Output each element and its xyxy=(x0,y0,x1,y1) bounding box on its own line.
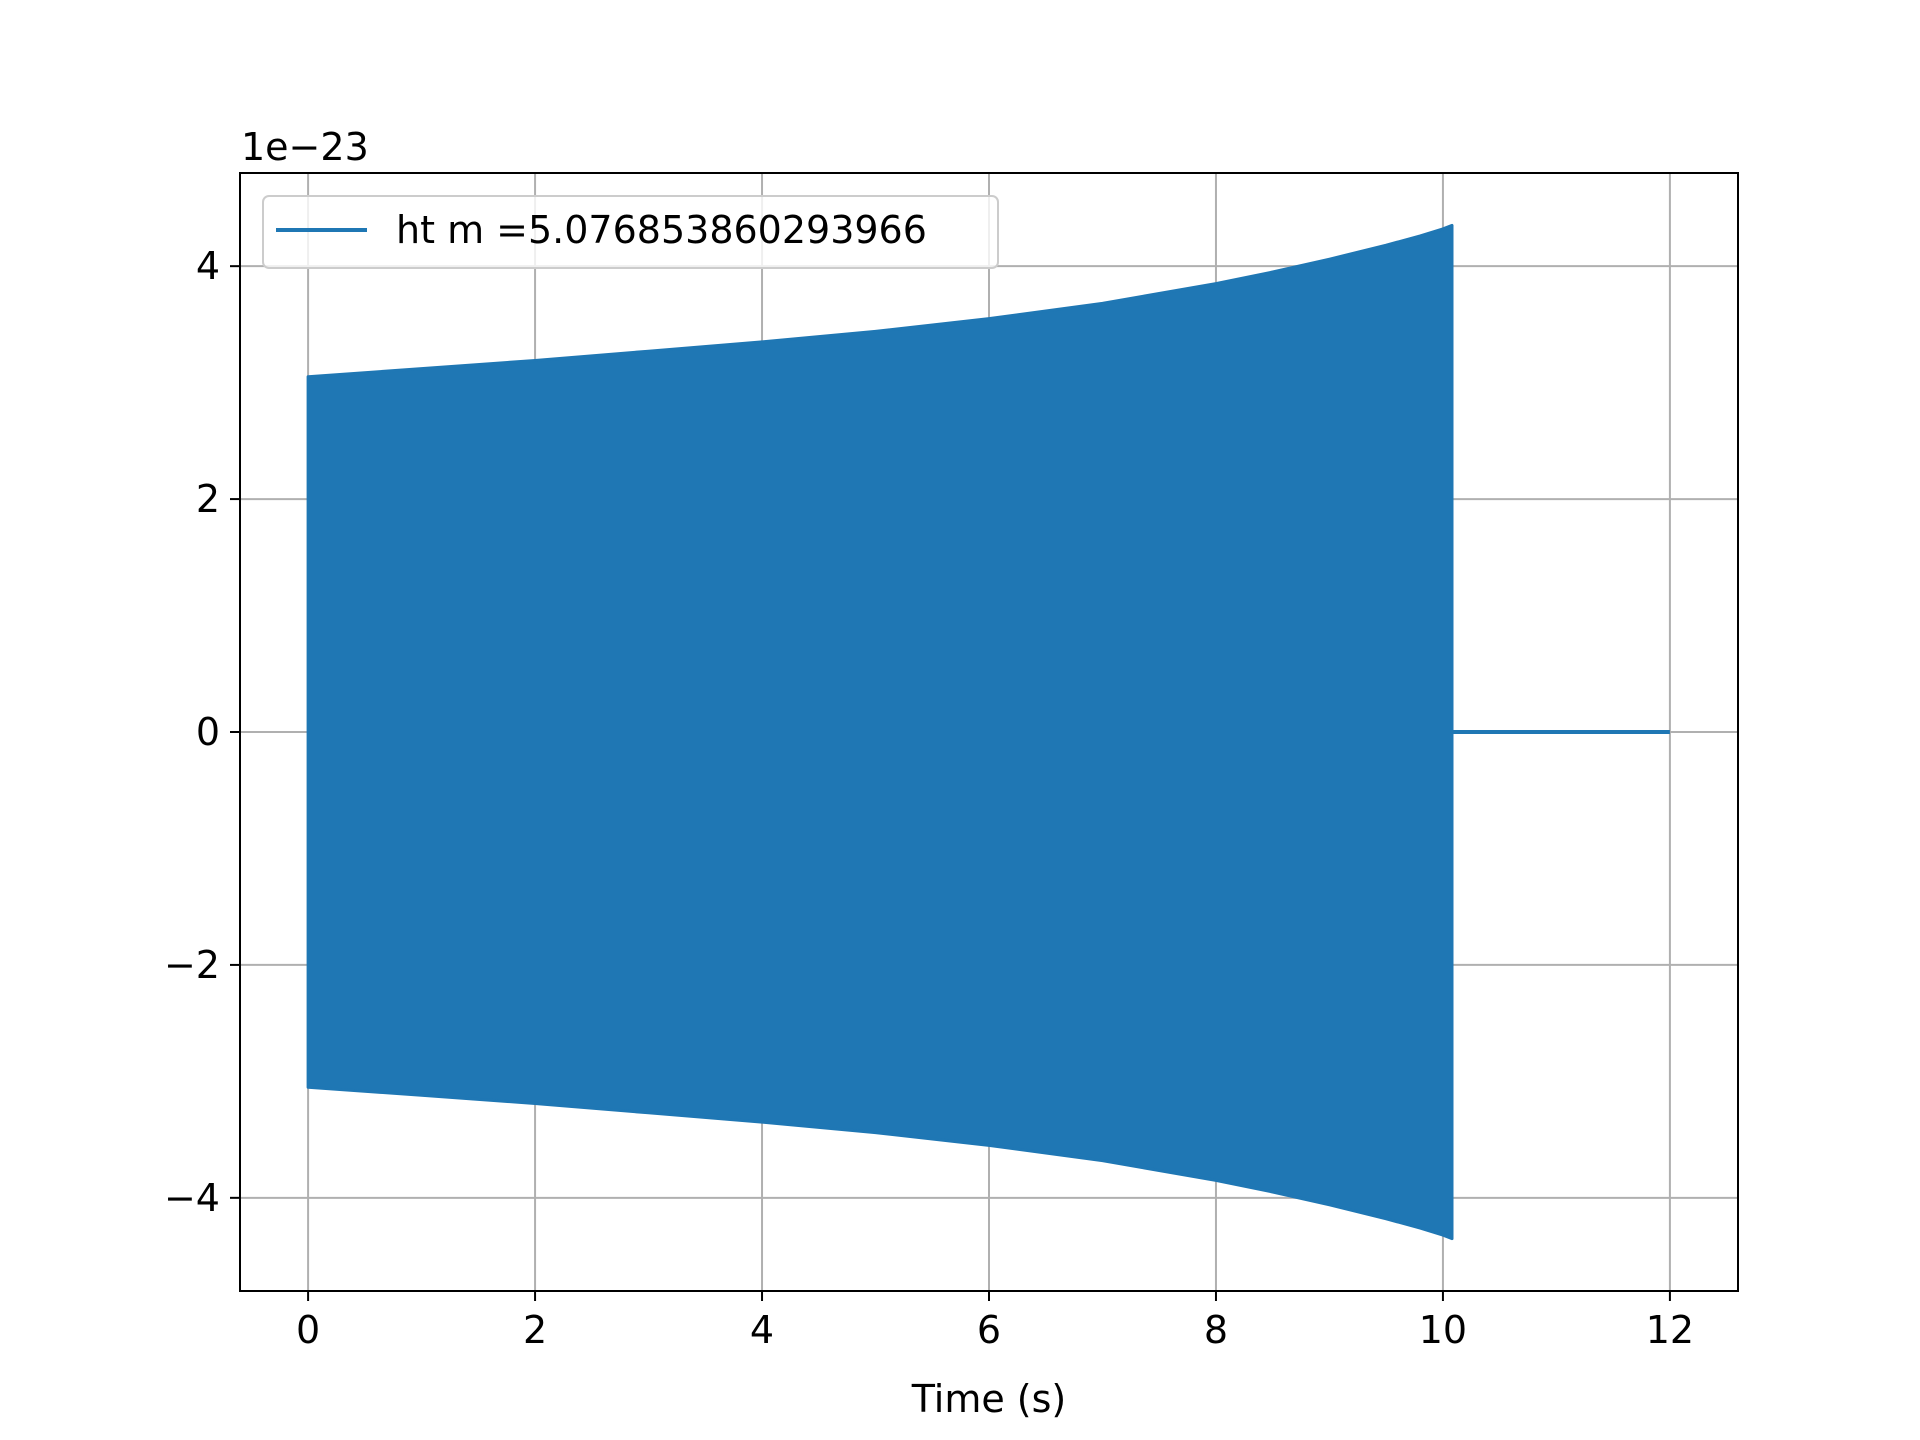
legend-entry: ht m =5.076853860293966 xyxy=(396,208,927,252)
x-tick-label: 4 xyxy=(750,1308,774,1352)
y-tick-label: −4 xyxy=(164,1176,220,1220)
y-tick-label: 0 xyxy=(196,710,220,754)
series-0-oscillation-band xyxy=(306,223,1454,1241)
axis-ticks: 0 2 4 6 8 10 12 −4 −2 0 2 4 xyxy=(164,244,1694,1352)
y-offset-label: 1e−23 xyxy=(241,125,369,169)
y-tick-label: 2 xyxy=(196,477,220,521)
x-tick-label: 2 xyxy=(523,1308,547,1352)
legend: ht m =5.076853860293966 xyxy=(262,195,999,269)
x-tick-label: 0 xyxy=(296,1308,320,1352)
x-axis-label: Time (s) xyxy=(911,1377,1067,1421)
y-tick-label: 4 xyxy=(196,244,220,288)
x-tick-label: 10 xyxy=(1419,1308,1467,1352)
legend-box xyxy=(262,195,999,269)
y-tick-label: −2 xyxy=(164,943,220,987)
plot-area xyxy=(306,223,1670,1241)
x-tick-label: 6 xyxy=(977,1308,1001,1352)
x-tick-label: 12 xyxy=(1646,1308,1694,1352)
x-tick-label: 8 xyxy=(1204,1308,1228,1352)
